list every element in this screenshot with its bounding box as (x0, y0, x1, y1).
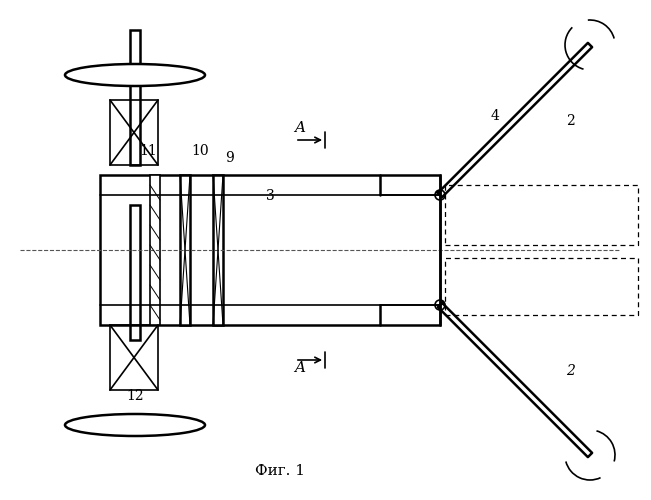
Text: A: A (294, 121, 305, 135)
Text: 10: 10 (191, 144, 209, 158)
Text: 4: 4 (491, 109, 499, 123)
Bar (110, 325, 158, 390)
Text: 9: 9 (226, 151, 234, 165)
Text: 12: 12 (126, 389, 144, 403)
Bar (100, 175, 440, 325)
Text: Фиг. 1: Фиг. 1 (255, 464, 305, 478)
Text: A: A (294, 361, 305, 375)
Text: 2: 2 (566, 114, 574, 128)
Bar (180, 175, 190, 325)
Text: 2: 2 (566, 364, 574, 378)
Bar (445, 258, 638, 315)
Ellipse shape (65, 414, 205, 436)
Bar (213, 175, 223, 325)
Bar (130, 30, 140, 165)
Bar (130, 205, 140, 340)
Bar (150, 175, 160, 325)
Bar (445, 185, 638, 245)
Bar (110, 100, 158, 165)
Ellipse shape (65, 64, 205, 86)
Text: 11: 11 (139, 144, 157, 158)
Text: 3: 3 (266, 189, 274, 203)
